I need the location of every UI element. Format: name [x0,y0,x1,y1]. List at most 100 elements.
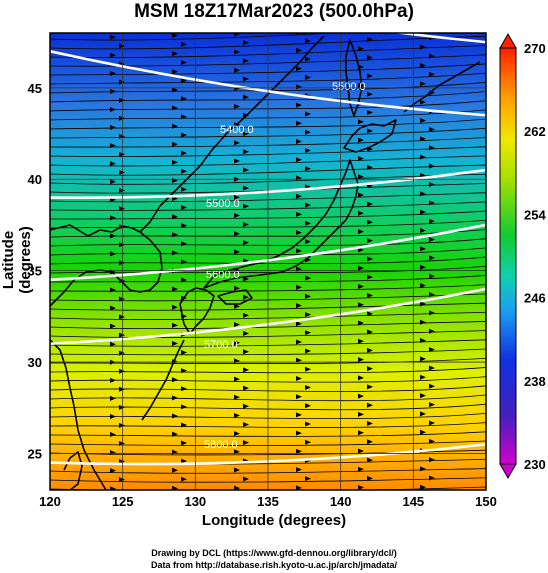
stream-arrow [172,250,178,256]
streamline [50,118,486,130]
stream-arrow [305,366,311,372]
stream-arrow [119,260,125,266]
stream-arrow [110,233,116,239]
stream-arrow [429,292,435,298]
stream-arrow [305,202,311,208]
stream-arrow [296,248,302,254]
stream-arrow [367,36,373,42]
stream-arrow [234,140,240,146]
stream-arrow [172,232,178,238]
x-tick-label: 125 [112,494,134,509]
stream-arrow [296,321,302,327]
streamline [50,486,486,490]
contour-label: 5700.0 [204,339,238,351]
stream-arrow [172,286,178,292]
stream-arrow [429,402,435,408]
stream-arrow [110,413,116,419]
stream-arrow [110,486,116,490]
stream-arrow [420,393,426,399]
stream-arrow [429,438,435,444]
stream-arrow [243,131,249,137]
stream-arrow [243,312,249,318]
stream-arrow [367,73,373,79]
colorbar-tick-label: 262 [524,124,546,139]
streamline [50,339,486,347]
stream-arrow [172,141,178,147]
stream-arrow [429,273,435,279]
stream-arrow [243,221,249,227]
stream-arrow [358,320,364,326]
stream-arrow [234,33,240,37]
stream-arrow [234,49,240,55]
stream-arrow [172,69,178,75]
streamline [50,367,486,374]
stream-arrow [367,274,373,280]
stream-arrow [305,129,311,135]
stream-arrow [429,53,435,59]
stream-arrow [119,368,125,374]
stream-arrow [367,110,373,116]
stream-arrow [181,132,187,138]
stream-arrow [119,242,125,248]
y-axis-label: Latitude (degrees) [0,226,34,294]
stream-arrow [420,209,426,215]
stream-arrow [429,475,435,481]
stream-arrow [110,377,116,383]
stream-arrow [367,311,373,317]
stream-arrow [172,322,178,328]
stream-arrow [296,211,302,217]
stream-arrow [420,173,426,179]
stream-arrow [181,114,187,120]
stream-arrow [367,238,373,244]
stream-arrow [234,213,240,219]
stream-arrow [234,431,240,437]
stream-arrow [243,58,249,64]
contour-label: 5500.0 [206,198,240,210]
streamline [50,63,486,76]
stream-arrow [296,193,302,199]
stream-arrow [358,393,364,399]
stream-arrow [119,422,125,428]
stream-arrow [110,106,116,112]
streamline [50,403,486,411]
contour-label-group: 5500.0 5400.0 5500.0 5600.0 5700.0 5800.… [204,81,366,451]
stream-arrow [234,249,240,255]
streamline [50,302,486,311]
stream-arrow [296,375,302,381]
x-tick-label: 135 [257,494,279,509]
streamline [50,192,486,203]
stream-arrow [429,255,435,261]
stream-arrow [172,431,178,437]
stream-arrow [420,117,426,123]
stream-arrow [420,191,426,197]
stream-arrow [358,375,364,381]
stream-arrow [429,237,435,243]
stream-arrow [119,386,125,392]
stream-arrow [243,349,249,355]
stream-arrow [181,440,187,446]
stream-arrow [181,59,187,65]
stream-arrow [243,167,249,173]
stream-arrow [181,422,187,428]
stream-arrow [234,467,240,473]
streamline [50,91,486,103]
stream-arrow [367,256,373,262]
stream-arrow [429,310,435,316]
stream-arrow [429,328,435,334]
stream-arrow [119,43,125,49]
streamline [50,256,486,265]
stream-arrow [110,468,116,474]
stream-arrow [296,102,302,108]
stream-arrow [420,99,426,105]
stream-arrow [429,71,435,77]
stream-arrow [420,484,426,490]
x-tick-label: 150 [475,494,497,509]
stream-arrow [420,319,426,325]
stream-arrow [181,41,187,47]
stream-arrow [181,368,187,374]
stream-arrow [420,44,426,50]
stream-arrow [234,376,240,382]
stream-arrow [296,303,302,309]
stream-arrow [420,154,426,160]
